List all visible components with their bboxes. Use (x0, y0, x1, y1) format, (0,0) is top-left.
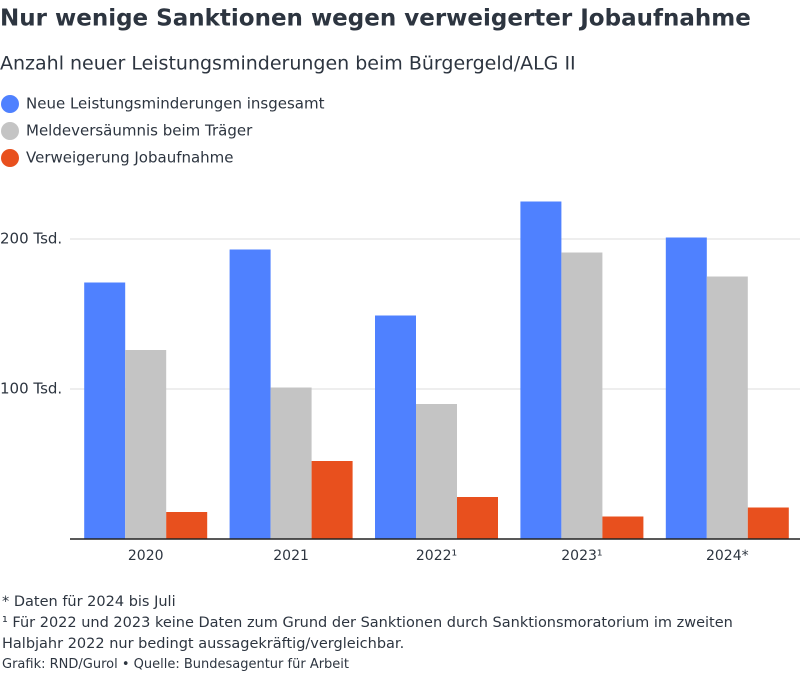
bar (375, 315, 416, 539)
bar (311, 461, 353, 539)
legend-swatch (1, 122, 19, 140)
bar (457, 497, 498, 539)
y-tick-label: 200 Tsd. (0, 230, 62, 248)
footnotes: * Daten für 2024 bis Juli ¹ Für 2022 und… (2, 592, 792, 655)
footnote: ¹ Für 2022 und 2023 keine Daten zum Grun… (2, 615, 733, 652)
chart: Nur wenige Sanktionen wegen verweigerter… (0, 6, 800, 564)
source: Grafik: RND/Gurol • Quelle: Bundesagentu… (2, 657, 350, 672)
legend-label: Meldeversäumnis beim Träger (26, 122, 253, 140)
legend-label: Neue Leistungsminderungen insgesamt (26, 95, 325, 113)
x-tick-label: 2023¹ (561, 548, 602, 564)
chart-title: Nur wenige Sanktionen wegen verweigerter… (0, 6, 751, 32)
bar (166, 512, 208, 539)
bar (416, 404, 457, 539)
bar (125, 350, 167, 539)
bar (270, 387, 312, 539)
y-tick-label: 100 Tsd. (0, 380, 62, 398)
bar (561, 252, 603, 539)
x-tick-label: 2022¹ (416, 548, 457, 564)
bar (747, 507, 789, 539)
x-tick-label: 2021 (273, 548, 309, 564)
legend-swatch (1, 95, 19, 113)
legend-swatch (1, 149, 19, 167)
bar (229, 249, 271, 539)
legend-label: Verweigerung Jobaufnahme (26, 149, 234, 167)
bar (706, 276, 748, 539)
bar (602, 516, 644, 539)
bar (665, 237, 707, 539)
bar (520, 201, 562, 539)
x-tick-label: 2020 (128, 548, 164, 564)
chart-subtitle: Anzahl neuer Leistungsminderungen beim B… (0, 53, 576, 75)
bar (84, 282, 126, 539)
footnote: * Daten für 2024 bis Juli (2, 594, 176, 610)
x-tick-label: 2024* (706, 548, 749, 564)
